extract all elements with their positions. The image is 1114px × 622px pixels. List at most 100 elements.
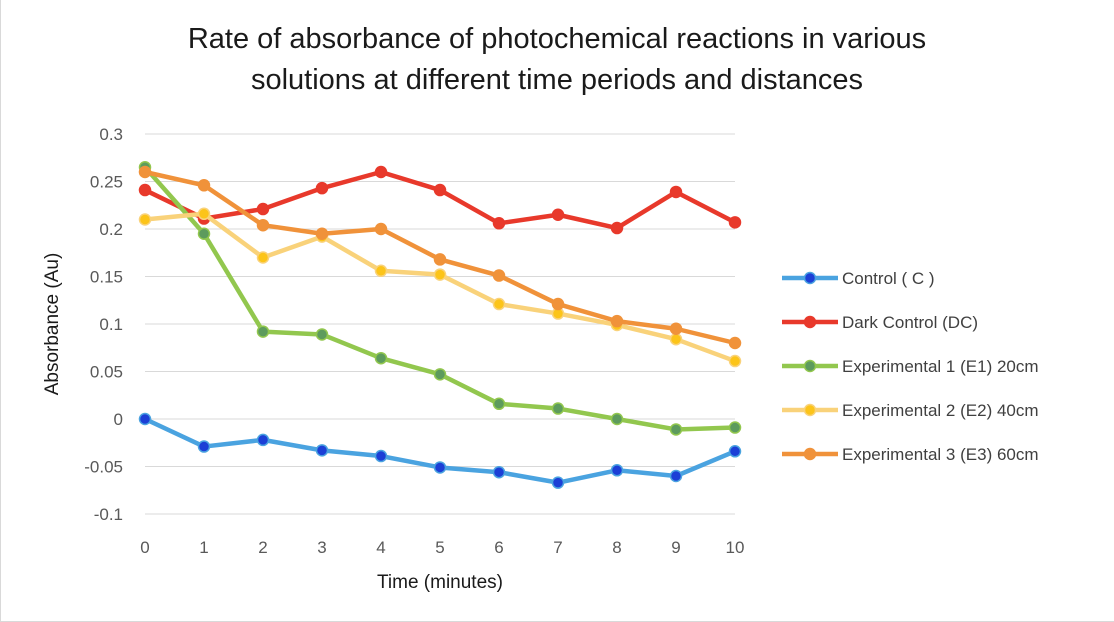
data-point [669, 322, 683, 335]
data-point [197, 179, 211, 192]
x-tick-label: 7 [553, 538, 562, 557]
data-point [256, 433, 270, 447]
legend-item: Experimental 3 (E3) 60cm [782, 445, 1039, 464]
legend-label: Experimental 2 (E2) 40cm [842, 401, 1039, 420]
data-point [728, 354, 742, 368]
data-point [492, 269, 506, 282]
data-point [610, 412, 624, 426]
x-axis-ticks: 0 1 2 3 4 5 6 7 8 9 10 [140, 538, 744, 557]
data-point [551, 297, 565, 311]
legend-label: Control ( C ) [842, 269, 935, 288]
x-tick-label: 5 [435, 538, 444, 557]
data-point [492, 465, 506, 479]
y-tick-label: -0.05 [84, 458, 123, 477]
data-point [256, 251, 270, 264]
legend-swatch-marker [803, 315, 817, 329]
legend-label: Dark Control (DC) [842, 313, 978, 332]
legend-label: Experimental 3 (E3) 60cm [842, 445, 1039, 464]
data-point [728, 336, 742, 350]
data-point [374, 264, 388, 278]
data-point [669, 469, 683, 483]
data-point [138, 183, 152, 197]
x-tick-label: 4 [376, 538, 385, 557]
legend-item: Experimental 2 (E2) 40cm [782, 401, 1039, 420]
data-point [256, 202, 270, 216]
data-point [492, 217, 506, 230]
chart-title-line: Rate of absorbance of photochemical reac… [188, 23, 926, 55]
y-tick-label: 0.3 [99, 125, 123, 144]
y-tick-label: 0 [114, 410, 123, 429]
data-point [433, 461, 447, 474]
x-tick-label: 2 [258, 538, 267, 557]
data-point [374, 351, 388, 365]
series-4 [138, 207, 742, 368]
data-point [433, 253, 447, 266]
y-tick-label: -0.1 [94, 505, 123, 524]
data-point [374, 449, 388, 463]
data-point [433, 368, 447, 381]
data-point [374, 165, 388, 179]
data-point [197, 440, 211, 453]
data-point [669, 185, 683, 199]
data-point [315, 328, 329, 341]
data-point [315, 227, 329, 240]
legend-item: Dark Control (DC) [782, 313, 978, 332]
x-tick-label: 1 [199, 538, 208, 557]
data-point [551, 208, 565, 221]
data-point [610, 464, 624, 477]
y-tick-label: 0.2 [99, 220, 123, 239]
legend-item: Control ( C ) [782, 269, 935, 288]
series-line [142, 169, 738, 231]
legend: Control ( C ) Dark Control (DC) Experiment… [782, 269, 1039, 464]
x-tick-label: 9 [671, 538, 680, 557]
data-point [551, 402, 565, 415]
series-1 [138, 412, 742, 489]
x-tick-label: 0 [140, 538, 149, 557]
data-point [197, 207, 211, 221]
x-tick-label: 8 [612, 538, 621, 557]
data-point [315, 444, 329, 457]
data-point [374, 222, 388, 236]
data-point [728, 445, 742, 458]
data-point [433, 268, 447, 281]
data-point [138, 213, 152, 226]
data-point [610, 314, 624, 328]
legend-swatch-marker [803, 403, 817, 417]
legend-swatch-marker [803, 359, 817, 373]
y-tick-label: 0.25 [90, 173, 123, 192]
data-point [138, 412, 152, 426]
x-axis-title: Time (minutes) [377, 572, 503, 593]
data-point [551, 476, 565, 489]
data-point [256, 218, 270, 232]
y-tick-label: 0.1 [99, 315, 123, 334]
data-point [197, 227, 211, 240]
y-axis-ticks: -0.1 -0.05 0 0.05 0.1 0.15 0.2 0.25 0.3 [84, 125, 123, 524]
data-point [256, 325, 270, 338]
y-tick-label: 0.15 [90, 268, 123, 287]
series-5 [138, 165, 742, 350]
data-point [492, 297, 506, 311]
data-point [433, 183, 447, 197]
legend-swatch-marker [803, 271, 817, 285]
legend-item: Experimental 1 (E1) 20cm [782, 357, 1039, 376]
data-point [610, 221, 624, 235]
data-point [669, 332, 683, 346]
y-tick-label: 0.05 [90, 363, 123, 382]
x-tick-label: 3 [317, 538, 326, 557]
legend-swatch-marker [803, 447, 817, 461]
data-point [315, 181, 329, 195]
data-point [669, 423, 683, 436]
chart-title: Rate of absorbance of photochemical reac… [188, 23, 926, 96]
data-point [728, 421, 742, 434]
data-point [728, 216, 742, 229]
data-point [138, 165, 152, 179]
y-axis-title: Absorbance (Au) [42, 253, 63, 396]
x-tick-label: 6 [494, 538, 503, 557]
series-line [142, 211, 738, 364]
x-tick-label: 10 [726, 538, 745, 557]
data-point [492, 397, 506, 411]
series-layer [138, 161, 742, 489]
series-3 [138, 161, 742, 436]
